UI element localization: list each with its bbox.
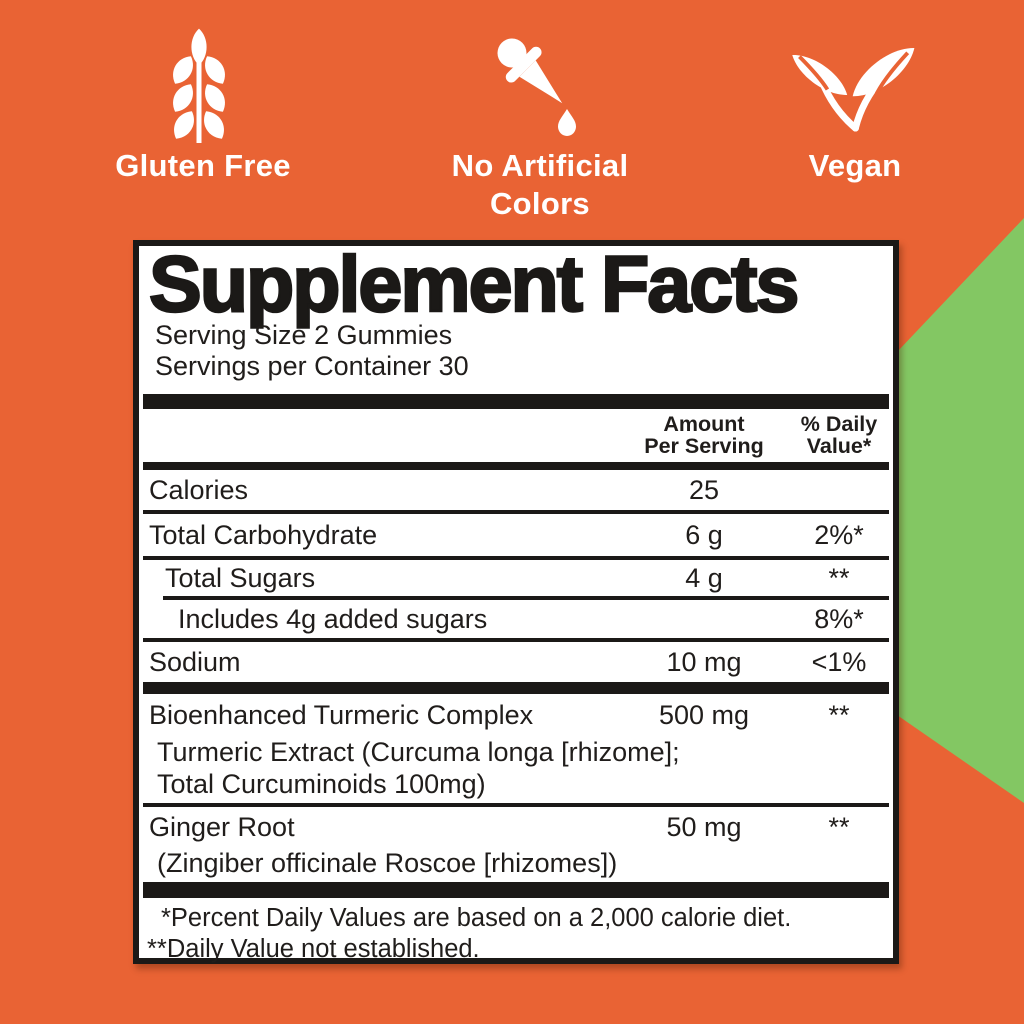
panel-title: Supplement Facts [148,239,801,328]
row-added-sugars: Includes 4g added sugars 8%* [178,603,864,634]
row-rule [143,638,889,642]
row-rule [143,556,889,560]
badge-no-artificial-colors: No Artificial Colors [380,0,700,223]
serving-size: Serving Size 2 Gummies [155,320,453,350]
footnotes: *Percent Daily Values are based on a 2,0… [143,898,889,965]
row-sodium: Sodium 10 mg <1% [149,646,867,677]
turmeric-subline: Turmeric Extract (Curcuma longa [rhizome… [157,737,680,767]
badge-gluten-free: Gluten Free [63,0,343,185]
amount-header: Amount Per Serving [644,412,764,458]
header-rule [143,462,889,470]
row-total-sugars: Total Sugars 4 g ** [165,562,850,593]
supplement-facts-panel: Supplement Facts Serving Size 2 Gummies … [133,240,899,964]
row-turmeric-complex: Bioenhanced Turmeric Complex 500 mg ** T… [143,694,889,803]
section-bar [143,682,889,694]
servings-per-container: Servings per Container 30 [155,351,469,381]
section-bar [143,882,889,898]
badge-vegan-label: Vegan [808,148,902,183]
badge-no-artificial-colors-label: No Artificial Colors [451,148,629,221]
badge-gluten-free-label: Gluten Free [115,148,291,183]
footnote-dv-not-established: **Daily Value not established. [147,935,480,963]
row-total-carbohydrate: Total Carbohydrate 6 g 2%* [149,519,864,550]
row-calories: Calories 25 [149,474,720,505]
row-rule-indented [163,596,889,600]
row-rule [143,803,889,807]
leaves-icon [785,46,922,132]
daily-value-header: % Daily Value* [800,412,878,458]
dropper-icon [497,38,576,136]
row-ginger-root: Ginger Root 50 mg ** (Zingiber officinal… [143,807,889,882]
ginger-subline: (Zingiber officinale Roscoe [rhizomes]) [157,848,618,878]
footnote-percent-dv: *Percent Daily Values are based on a 2,0… [161,904,792,932]
wheat-icon [167,28,231,144]
turmeric-subline: Total Curcuminoids 100mg) [157,769,486,799]
section-bar [143,394,889,409]
column-headers: Amount Per Serving % Daily Value* [143,409,889,462]
row-rule [143,510,889,514]
badge-vegan: Vegan [715,0,995,185]
serving-info: Serving Size 2 Gummies Servings per Cont… [143,320,889,382]
